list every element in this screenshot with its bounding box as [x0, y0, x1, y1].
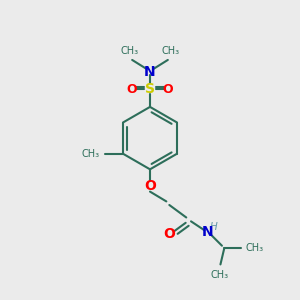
Text: O: O [144, 179, 156, 193]
Text: H: H [210, 222, 218, 232]
Text: CH₃: CH₃ [211, 270, 229, 280]
Text: CH₃: CH₃ [120, 46, 138, 56]
Text: O: O [164, 227, 175, 241]
Text: CH₃: CH₃ [245, 243, 263, 253]
Text: N: N [202, 225, 214, 239]
Text: N: N [144, 65, 156, 79]
Text: S: S [145, 82, 155, 96]
Text: O: O [163, 82, 173, 96]
Text: O: O [127, 82, 137, 96]
Text: CH₃: CH₃ [82, 149, 100, 159]
Text: CH₃: CH₃ [162, 46, 180, 56]
